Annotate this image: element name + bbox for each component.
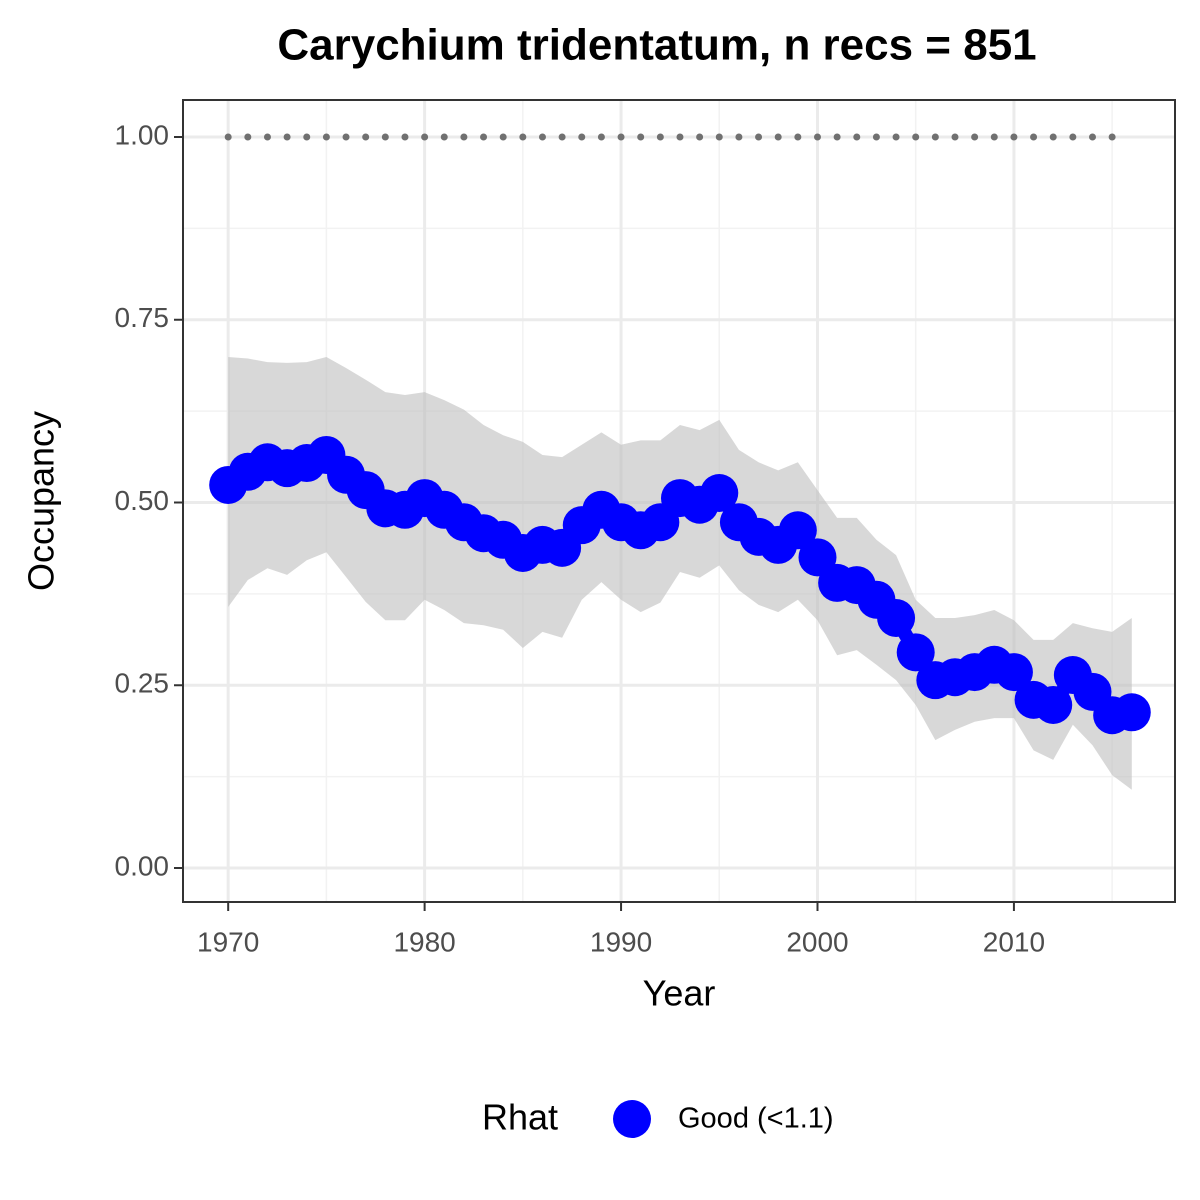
legend-symbol [613, 1100, 651, 1138]
data-point [700, 473, 739, 512]
reference-point [519, 133, 527, 141]
reference-point [794, 133, 802, 141]
data-point [994, 653, 1033, 692]
y-tick-label: 0.50 [115, 485, 170, 516]
reference-point [558, 133, 566, 141]
reference-point [283, 133, 291, 141]
legend-label: Good (<1.1) [678, 1103, 834, 1135]
y-tick-label: 0.25 [115, 668, 170, 699]
reference-point [617, 133, 625, 141]
reference-point [460, 133, 468, 141]
reference-point [1049, 133, 1057, 141]
reference-point [951, 133, 959, 141]
y-tick-label: 1.00 [115, 119, 170, 150]
reference-point [578, 133, 586, 141]
reference-point [872, 133, 880, 141]
confidence-band [228, 357, 1132, 790]
panel-border [182, 99, 1176, 903]
reference-point [1088, 133, 1096, 141]
x-tick-label: 1990 [590, 926, 652, 957]
y-axis-title: Occupancy [21, 411, 62, 591]
reference-point [440, 133, 448, 141]
reference-point [715, 133, 723, 141]
reference-point [1030, 133, 1038, 141]
reference-point [755, 133, 763, 141]
x-tick-label: 1970 [197, 926, 259, 957]
reference-point [1069, 133, 1077, 141]
reference-point [735, 133, 743, 141]
x-tick-label: 2000 [786, 926, 848, 957]
reference-point [990, 133, 998, 141]
chart-title: Carychium tridentatum, n recs = 851 [277, 21, 1036, 70]
x-tick-label: 2010 [983, 926, 1045, 957]
reference-point [892, 133, 900, 141]
reference-point [853, 133, 861, 141]
reference-point [1108, 133, 1116, 141]
data-point [1034, 685, 1073, 724]
reference-point [303, 133, 311, 141]
reference-point [676, 133, 684, 141]
reference-point [637, 133, 645, 141]
reference-point [813, 133, 821, 141]
reference-point [833, 133, 841, 141]
reference-point [244, 133, 252, 141]
x-tick-label: 1980 [393, 926, 455, 957]
reference-point [931, 133, 939, 141]
data-point [1112, 693, 1151, 732]
data-point [877, 598, 916, 637]
data-point [798, 538, 837, 577]
reference-point [224, 133, 232, 141]
legend-title: Rhat [482, 1097, 558, 1138]
reference-point [538, 133, 546, 141]
reference-point [342, 133, 350, 141]
reference-point [971, 133, 979, 141]
y-tick-label: 0.00 [115, 850, 170, 881]
reference-point [597, 133, 605, 141]
data-point [896, 633, 935, 672]
reference-point [381, 133, 389, 141]
reference-point [362, 133, 370, 141]
reference-point [421, 133, 429, 141]
reference-point [696, 133, 704, 141]
y-tick-label: 0.75 [115, 302, 170, 333]
reference-point [1010, 133, 1018, 141]
reference-point [499, 133, 507, 141]
reference-point [263, 133, 271, 141]
reference-point [480, 133, 488, 141]
data-point [778, 511, 817, 550]
reference-point [401, 133, 409, 141]
reference-point [656, 133, 664, 141]
reference-point [322, 133, 330, 141]
x-axis-title: Year [643, 973, 716, 1014]
reference-point [912, 133, 920, 141]
reference-point [774, 133, 782, 141]
